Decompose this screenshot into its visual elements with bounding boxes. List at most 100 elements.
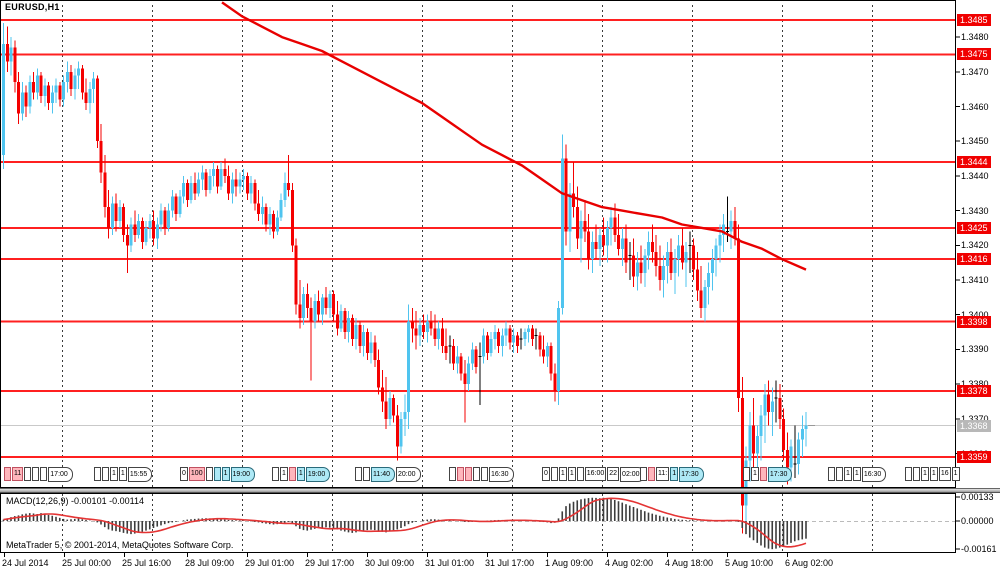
event-tag[interactable]: 1 xyxy=(852,467,861,481)
event-tag[interactable] xyxy=(4,467,11,481)
event-tag[interactable]: 11 xyxy=(12,467,24,481)
price-tick-label: 1.3420 xyxy=(961,240,989,251)
event-tag[interactable] xyxy=(648,467,655,481)
event-tag[interactable]: 15:55 xyxy=(127,467,153,482)
level-price-label: 1.3359 xyxy=(957,450,991,463)
event-tag[interactable]: 1 xyxy=(751,467,759,481)
event-tag[interactable]: 22 xyxy=(607,467,620,481)
event-tag-group: 1 1 16 1 xyxy=(905,467,960,481)
event-tag[interactable] xyxy=(550,467,558,481)
event-tag[interactable] xyxy=(481,467,488,481)
event-tag[interactable] xyxy=(828,467,835,481)
level-price-label: 1.3398 xyxy=(957,315,991,328)
event-tag[interactable] xyxy=(905,467,912,481)
time-tick-label: 31 Jul 01:00 xyxy=(425,558,475,568)
event-tag[interactable] xyxy=(449,467,456,481)
time-tick-label: 24 Jul 2014 xyxy=(2,558,49,568)
event-tag[interactable]: 1 xyxy=(110,467,118,481)
event-tag[interactable]: 1 xyxy=(929,467,938,481)
time-tick-label: 29 Jul 17:00 xyxy=(305,558,355,568)
event-tag[interactable] xyxy=(205,467,213,481)
event-tag[interactable] xyxy=(836,467,843,481)
event-tag[interactable] xyxy=(288,467,296,481)
level-price-label: 1.3475 xyxy=(957,48,991,61)
event-tag[interactable]: 11:40 xyxy=(371,467,395,482)
event-tag[interactable]: 19:00 xyxy=(230,467,256,482)
time-tick-label: 1 Aug 09:00 xyxy=(545,558,594,568)
pane-splitter[interactable] xyxy=(0,488,1000,493)
event-tag[interactable] xyxy=(465,467,472,481)
event-tag[interactable] xyxy=(743,467,750,481)
event-tag[interactable] xyxy=(24,467,32,481)
event-tag[interactable] xyxy=(913,467,920,481)
time-tick-label: 25 Jul 16:00 xyxy=(122,558,172,568)
event-tag[interactable]: 17:30 xyxy=(679,467,704,482)
price-tick-label: 1.3470 xyxy=(961,66,989,77)
price-tick-label: 1.3410 xyxy=(961,275,989,285)
event-tag[interactable]: 1 xyxy=(951,467,960,481)
macd-name: MACD(12,26,9) xyxy=(6,496,69,506)
event-tag[interactable] xyxy=(32,467,40,481)
time-tick-label: 25 Jul 00:00 xyxy=(62,558,112,568)
event-tag[interactable] xyxy=(759,467,767,481)
event-tag[interactable]: 1 xyxy=(221,467,230,481)
event-tag[interactable]: 0 xyxy=(180,467,188,481)
event-tag[interactable] xyxy=(576,467,584,481)
event-tag-band: 11 17:00 1 1 15:55 0 100 1 19:00 1 1 19:00 11:40 20:0… xyxy=(0,466,960,487)
time-tick-label: 6 Aug 02:00 xyxy=(785,558,834,568)
current-price-label: 1.3368 xyxy=(957,419,991,432)
event-tag[interactable]: 16 xyxy=(938,467,951,481)
time-tick-label: 31 Jul 17:00 xyxy=(485,558,535,568)
event-tag[interactable] xyxy=(94,467,101,481)
event-tag[interactable] xyxy=(40,467,48,481)
event-tag[interactable] xyxy=(272,467,279,481)
level-price-label: 1.3416 xyxy=(957,253,991,266)
price-tick-label: 1.3430 xyxy=(961,205,989,216)
event-tag[interactable] xyxy=(457,467,464,481)
event-tag[interactable]: 1 xyxy=(558,467,567,481)
event-tag[interactable]: 1 xyxy=(670,467,679,481)
price-tick-label: 1.3370 xyxy=(961,414,989,424)
event-tag[interactable]: 0 xyxy=(542,467,550,481)
time-tick-label: 28 Jul 09:00 xyxy=(185,558,235,568)
event-tag[interactable]: 1 xyxy=(296,467,305,481)
time-tick-label: 5 Aug 10:00 xyxy=(725,558,774,568)
event-tag[interactable]: 11: xyxy=(656,467,670,481)
event-tag[interactable] xyxy=(355,467,362,481)
event-tag[interactable]: 1 xyxy=(567,467,576,481)
event-tag[interactable]: 1 xyxy=(844,467,852,481)
event-tag[interactable]: 17:30 xyxy=(767,467,793,482)
event-tag[interactable]: 1 xyxy=(280,467,288,481)
price-tick-label: 1.3390 xyxy=(961,344,989,355)
event-tag[interactable]: 16:30 xyxy=(861,467,887,482)
macd-indicator-label: MACD(12,26,9) -0.00101 -0.00114 xyxy=(6,496,144,507)
price-tick-label: 1.3440 xyxy=(961,170,989,181)
event-tag[interactable]: 17:00 xyxy=(48,467,73,482)
event-tag[interactable] xyxy=(640,467,647,481)
time-tick-label: 30 Jul 09:00 xyxy=(365,558,415,568)
event-tag[interactable]: 1 xyxy=(921,467,929,481)
event-tag[interactable] xyxy=(473,467,480,481)
event-tag-group: 11:40 20:00 xyxy=(355,467,421,482)
event-tag[interactable] xyxy=(102,467,109,481)
event-tag[interactable]: 1 xyxy=(118,467,127,481)
price-tick-label: 1.3400 xyxy=(961,310,989,320)
macd-scale-label: -0.00161 xyxy=(961,544,997,554)
time-tick-label: 4 Aug 02:00 xyxy=(605,558,654,568)
event-tag[interactable]: 100 xyxy=(188,467,205,481)
event-tag[interactable] xyxy=(363,467,370,481)
price-tick-label: 1.3450 xyxy=(961,136,989,147)
event-tag[interactable] xyxy=(213,467,221,481)
event-tag[interactable]: 16:00 xyxy=(584,467,607,481)
level-price-label: 1.3378 xyxy=(957,385,991,398)
event-tag-group: 1 17:30 xyxy=(743,467,793,482)
event-tag-group: 1 1 19:00 xyxy=(272,467,331,482)
event-tag[interactable]: 20:00 xyxy=(396,467,421,482)
copyright-text: MetaTrader 5, © 2001-2014, MetaQuotes So… xyxy=(6,540,234,550)
event-tag[interactable]: 16:30 xyxy=(489,467,514,482)
price-tick-label: 1.3480 xyxy=(961,32,989,43)
event-tag-group: 1 1 16:30 xyxy=(828,467,887,482)
event-tag[interactable]: 19:00 xyxy=(305,467,331,482)
